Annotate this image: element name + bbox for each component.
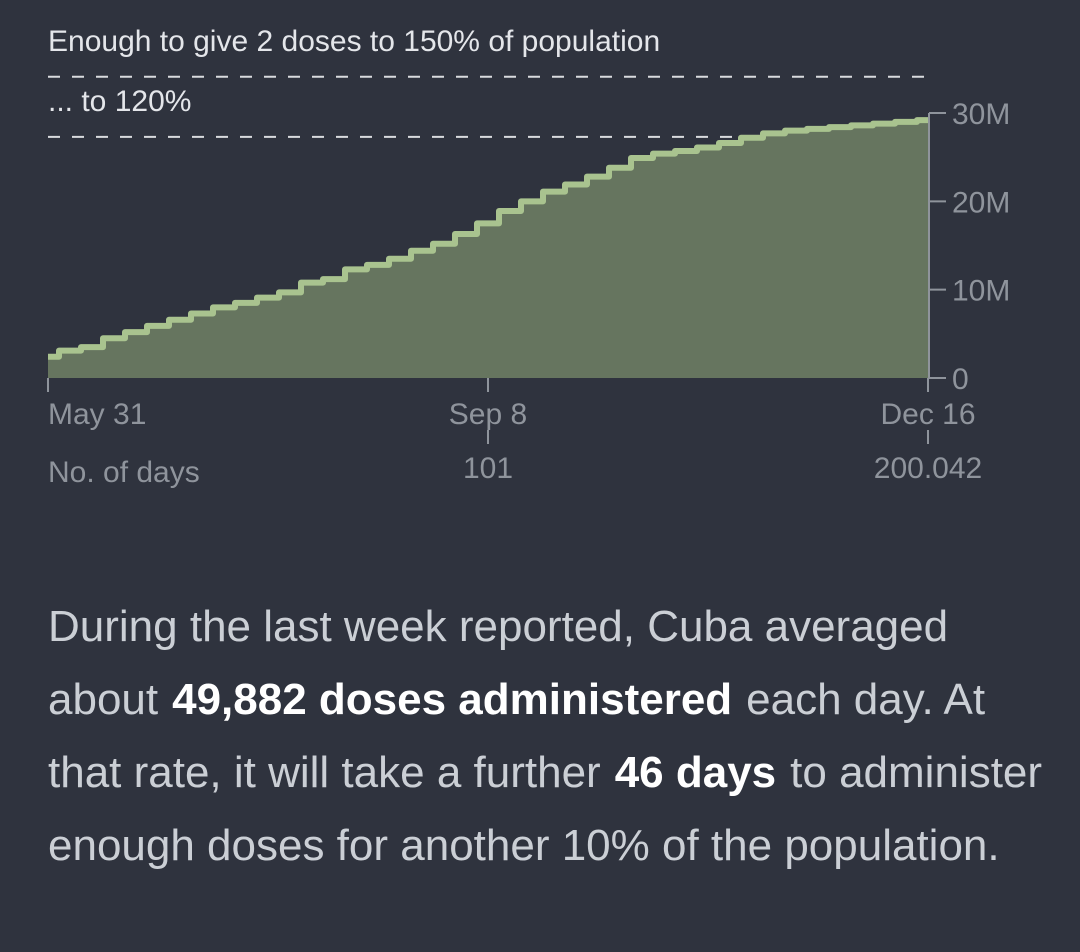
reference-line-label-0: Enough to give 2 doses to 150% of popula…	[48, 25, 660, 58]
x-tick-label-0: May 31	[48, 398, 146, 431]
y-tick-label-3: 30M	[952, 98, 1010, 131]
reference-lines: Enough to give 2 doses to 150% of popula…	[48, 25, 928, 138]
summary-paragraph: During the last week reported, Cuba aver…	[48, 590, 1058, 882]
y-axis: 0 10M 20M 30M	[928, 98, 1010, 396]
doses-per-day-value: 49,882 doses administered	[172, 675, 733, 724]
x-days-label-1: 101	[463, 452, 513, 485]
x-axis-title: No. of days	[48, 456, 200, 489]
x-days-label-2: 200.042	[874, 452, 982, 485]
y-tick-label-2: 20M	[952, 186, 1010, 219]
summary-text-2: each day. At that rate, it will take a f…	[48, 675, 986, 797]
reference-line-label-1: ... to 120%	[48, 85, 191, 118]
x-tick-label-2: Dec 16	[880, 398, 975, 431]
x-axis: May 31 Sep 8 101 Dec 16 200.042 No. of days	[47, 378, 982, 489]
summary-text-1: During the last week reported, Cuba aver…	[48, 602, 949, 724]
area-fill	[48, 120, 928, 379]
y-tick-label-1: 10M	[952, 275, 1010, 308]
plot-area	[48, 117, 928, 379]
series-line	[48, 117, 928, 360]
vaccination-area-chart: Enough to give 2 doses to 150% of popula…	[47, 25, 1010, 489]
y-tick-label-0: 0	[952, 363, 969, 396]
summary-text-3: to administer enough doses for another 1…	[48, 748, 1043, 870]
x-tick-label-1: Sep 8	[449, 398, 527, 431]
days-further-value: 46 days	[614, 748, 777, 797]
